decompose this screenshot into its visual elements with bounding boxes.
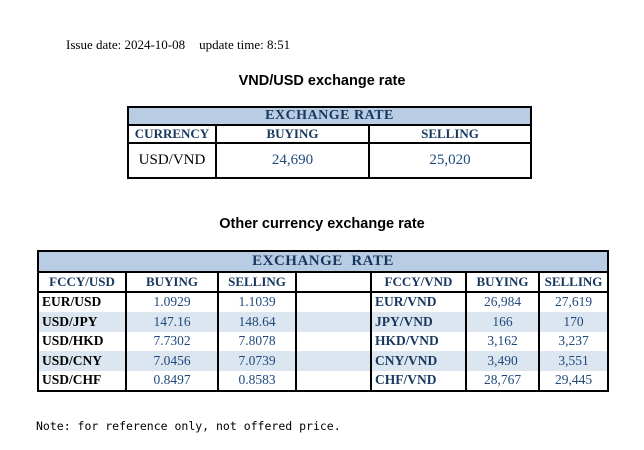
selling-header: SELLING [367, 124, 533, 144]
document-meta: Issue date: 2024-10-08 update time: 8:51 [66, 37, 290, 53]
currency-pair-cell: EUR/USD [37, 292, 127, 313]
selling-cell: 170 [537, 312, 610, 332]
buying-cell: 1.0929 [125, 292, 219, 313]
gap-cell [295, 271, 372, 293]
table-banner-row: EXCHANGE RATE [36, 250, 610, 273]
buying-cell: 166 [465, 312, 540, 332]
currency-pair-cell: JPY/VND [370, 312, 467, 332]
currency-header: CURRENCY [127, 124, 217, 144]
selling-header: SELLING [217, 271, 297, 293]
other-currency-exchange-rate-table: EXCHANGE RATE FCCY/USD BUYING SELLING FC… [36, 250, 610, 392]
currency-pair-cell: USD/CNY [37, 351, 127, 371]
table-banner: EXCHANGE RATE [36, 250, 610, 273]
currency-pair-cell: CHF/VND [370, 370, 467, 392]
selling-cell: 27,619 [537, 292, 610, 313]
gap-cell [295, 312, 372, 332]
update-time-label: update time: 8:51 [199, 37, 291, 52]
buying-cell: 0.8497 [125, 370, 219, 392]
table-row: EUR/USD 1.0929 1.1039 EUR/VND 26,984 27,… [37, 292, 610, 313]
buying-cell: 3,490 [465, 351, 540, 371]
buying-cell: 28,767 [465, 370, 540, 392]
gap-cell [295, 370, 372, 392]
table-row: USD/JPY 147.16 148.64 JPY/VND 166 170 [37, 312, 610, 332]
table-row: USD/CHF 0.8497 0.8583 CHF/VND 28,767 29,… [37, 370, 610, 392]
selling-cell: 7.0739 [217, 351, 297, 371]
vnd-usd-table-title: VND/USD exchange rate [238, 73, 406, 89]
buying-cell: 7.7302 [125, 331, 219, 352]
currency-pair-cell: USD/VND [127, 143, 217, 179]
buying-header: BUYING [465, 271, 540, 293]
table-row: USD/CNY 7.0456 7.0739 CNY/VND 3,490 3,55… [37, 351, 610, 371]
buying-header: BUYING [125, 271, 219, 293]
reference-note: Note: for reference only, not offered pr… [36, 419, 341, 433]
currency-pair-cell: CNY/VND [370, 351, 467, 371]
table-row: USD/HKD 7.7302 7.8078 HKD/VND 3,162 3,23… [37, 331, 610, 352]
selling-cell: 1.1039 [217, 292, 297, 313]
fccy-vnd-header: FCCY/VND [370, 271, 467, 293]
selling-cell: 7.8078 [217, 331, 297, 352]
selling-cell: 29,445 [537, 370, 610, 392]
currency-pair-cell: HKD/VND [370, 331, 467, 352]
currency-pair-cell: USD/HKD [37, 331, 127, 352]
currency-pair-cell: USD/JPY [37, 312, 127, 332]
table-row: USD/VND 24,690 25,020 [127, 143, 533, 179]
selling-cell: 3,551 [537, 351, 610, 371]
table-banner-row: EXCHANGE RATE [126, 106, 533, 126]
gap-cell [295, 351, 372, 371]
table-header-row: FCCY/USD BUYING SELLING FCCY/VND BUYING … [37, 271, 610, 293]
buying-header: BUYING [215, 124, 370, 144]
table-header-row: CURRENCY BUYING SELLING [127, 124, 533, 144]
gap-cell [295, 331, 372, 352]
selling-cell: 3,237 [537, 331, 610, 352]
buying-cell: 147.16 [125, 312, 219, 332]
buying-cell: 7.0456 [125, 351, 219, 371]
selling-cell: 148.64 [217, 312, 297, 332]
selling-cell: 0.8583 [217, 370, 297, 392]
gap-cell [295, 292, 372, 313]
other-currency-table-title: Other currency exchange rate [219, 216, 425, 232]
table-banner: EXCHANGE RATE [126, 106, 533, 126]
currency-pair-cell: EUR/VND [370, 292, 467, 313]
issue-date-label: Issue date: 2024-10-08 [66, 37, 186, 52]
buying-cell: 26,984 [465, 292, 540, 313]
fccy-usd-header: FCCY/USD [37, 271, 127, 293]
selling-cell: 25,020 [367, 143, 533, 179]
buying-cell: 24,690 [215, 143, 370, 179]
currency-pair-cell: USD/CHF [37, 370, 127, 392]
selling-header: SELLING [537, 271, 610, 293]
vnd-usd-exchange-rate-table: EXCHANGE RATE CURRENCY BUYING SELLING US… [126, 106, 533, 179]
buying-cell: 3,162 [465, 331, 540, 352]
